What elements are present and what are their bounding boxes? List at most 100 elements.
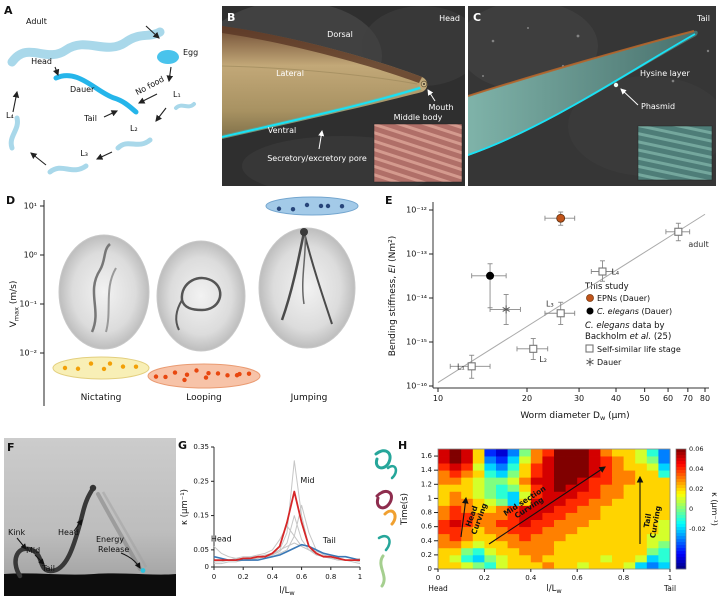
pore-arrow xyxy=(318,130,325,150)
x-tick-label: 0.2 xyxy=(238,573,249,581)
colorbar-strip xyxy=(676,509,686,513)
heatmap-cell xyxy=(519,477,532,485)
heatmap-cell xyxy=(612,470,624,478)
colorbar-strip xyxy=(676,545,686,549)
heatmap-cell xyxy=(530,547,543,556)
heatmap-cell xyxy=(635,491,648,499)
heatmap-cell xyxy=(472,540,485,549)
colorbar-strip xyxy=(676,473,686,477)
data-point xyxy=(120,364,126,369)
stage-l3: L₃ xyxy=(80,149,88,158)
ventral-line xyxy=(468,33,696,156)
heatmap-cell xyxy=(646,477,659,485)
heatmap-cell xyxy=(646,561,659,570)
heatmap-cell xyxy=(449,484,462,492)
heatmap-cell xyxy=(588,547,601,556)
heatmap-cell xyxy=(612,491,624,499)
heatmap-cell xyxy=(612,512,624,520)
heatmap-cell xyxy=(496,512,508,520)
heatmap-cell xyxy=(565,519,578,528)
heatmap-cell xyxy=(658,498,671,506)
heatmap-cell xyxy=(496,449,508,457)
heatmap-cell xyxy=(612,554,624,563)
heatmap-cell xyxy=(507,540,520,549)
l1-worm xyxy=(174,102,196,110)
panel-h-kymograph: H Time(s) l/Lw Head Tail κ (μm⁻¹) 0 0.2 0.… xyxy=(398,437,720,598)
colorbar-strip xyxy=(676,497,686,501)
heatmap-cell xyxy=(646,533,659,542)
colorbar-strip xyxy=(676,512,686,516)
heatmap-cell xyxy=(449,526,462,535)
heatmap-cell xyxy=(588,533,601,542)
label-ventral: Ventral xyxy=(268,126,296,135)
x-tick-label: 80 xyxy=(700,394,710,403)
heatmap-cell xyxy=(484,533,497,542)
legend-epn: EPNs (Dauer) xyxy=(597,294,650,303)
heatmap-cell xyxy=(530,540,543,549)
curve-mid-trace xyxy=(214,490,360,561)
data-point xyxy=(304,202,310,208)
heatmap-cell xyxy=(623,519,636,528)
y-tick-label: 0.25 xyxy=(193,477,209,485)
x-tick-label: 0 xyxy=(212,573,216,581)
heatmap-cell xyxy=(530,470,543,478)
heatmap-cell xyxy=(496,561,508,570)
heatmap-cell xyxy=(461,491,474,499)
data-point xyxy=(290,207,296,212)
label-mid: Mid xyxy=(26,546,40,555)
heatmap-cell xyxy=(472,554,485,563)
heatmap-cell xyxy=(484,470,497,478)
heatmap-cell xyxy=(565,554,578,563)
y-tick-label: 10⁻¹⁶ xyxy=(406,382,427,391)
label-tail: Tail xyxy=(41,564,55,573)
colorbar-strip xyxy=(676,521,686,525)
data-point xyxy=(215,371,221,376)
heatmap-cell xyxy=(588,491,601,499)
x-tick-label: 40 xyxy=(611,394,621,403)
heatmap-cell xyxy=(635,449,648,457)
heatmap-cell xyxy=(542,505,555,513)
heatmap-cell xyxy=(530,554,543,563)
heatmap-cell xyxy=(565,463,578,471)
heatmap-cell xyxy=(449,512,462,520)
heatmap-cell xyxy=(449,498,462,506)
heatmap-cell xyxy=(472,505,485,513)
heatmap-cell xyxy=(588,519,601,528)
heatmap-cell xyxy=(577,470,590,478)
marker-square xyxy=(467,362,476,371)
heatmap-cell xyxy=(612,463,624,471)
worm-head-blob xyxy=(89,484,97,492)
legend-marker-square xyxy=(585,344,594,353)
heatmap-cell xyxy=(612,456,624,464)
heatmap-cell xyxy=(623,456,636,464)
y-tick-label: 10⁻¹ xyxy=(19,300,37,309)
phasmid-arrow xyxy=(620,88,639,106)
legend-self-similar: Self-similar life stage xyxy=(597,345,681,354)
heatmap-cell xyxy=(612,561,624,570)
colorbar-strip xyxy=(676,464,686,468)
heatmap-cell xyxy=(600,484,613,492)
heatmap-cell xyxy=(519,505,532,513)
heatmap-cell xyxy=(484,491,497,499)
heatmap-cell xyxy=(530,449,543,457)
heatmap-cell xyxy=(496,533,508,542)
heatmap-cell xyxy=(623,526,636,535)
heatmap-cell xyxy=(600,449,613,457)
heatmap-cell xyxy=(461,540,474,549)
heatmap-cell xyxy=(519,547,532,556)
panel-label-h: H xyxy=(398,439,407,452)
data-point xyxy=(172,370,178,375)
heatmap-cell xyxy=(507,470,520,478)
heatmap-cell xyxy=(612,540,624,549)
label-head: Head xyxy=(31,57,52,66)
heatmap-cell xyxy=(461,477,474,485)
panel-label-d: D xyxy=(6,194,15,207)
colorbar-tick-label: -0.02 xyxy=(689,525,706,533)
label-release: Release xyxy=(98,545,129,554)
y-axis-label: Vmax (m/s) xyxy=(9,281,21,328)
heatmap-cell xyxy=(623,533,636,542)
legend-marker-celegans xyxy=(586,307,594,315)
curve-trial-1 xyxy=(214,460,361,565)
heatmap-cell xyxy=(507,526,520,535)
heatmap-cell xyxy=(438,540,450,549)
